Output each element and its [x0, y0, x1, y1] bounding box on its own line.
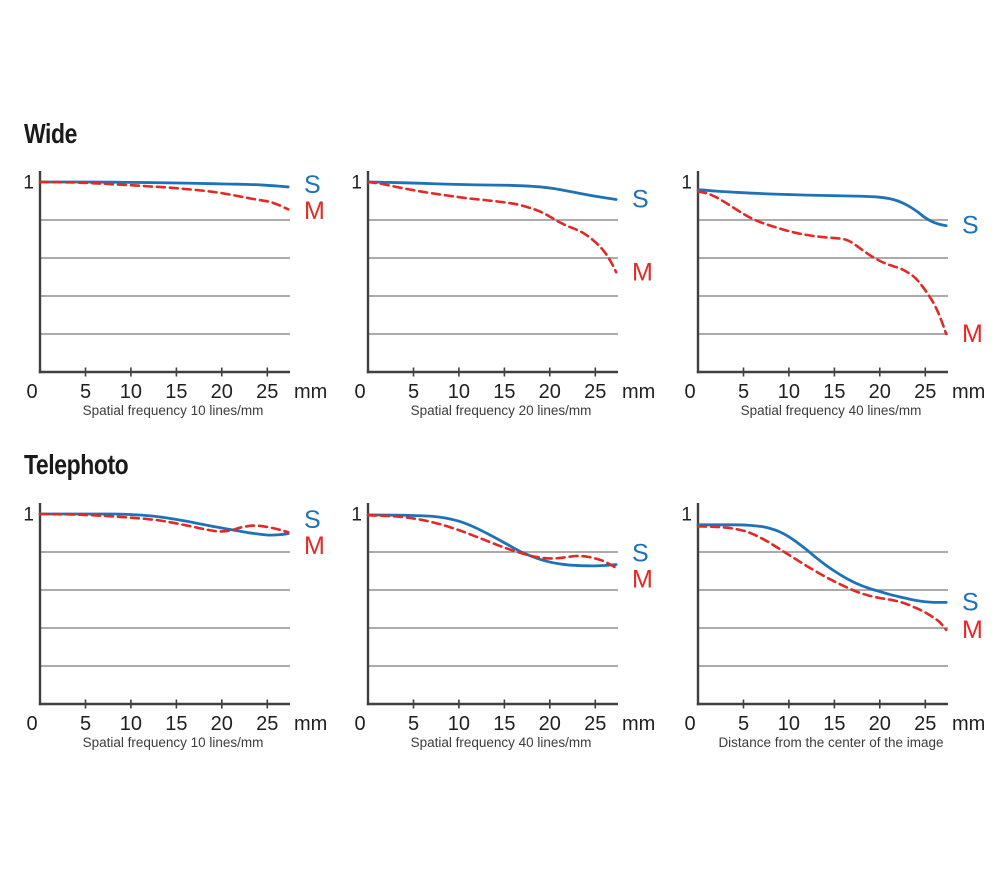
x-tick-label-5: 5: [738, 713, 749, 735]
series-m-curve: [366, 514, 618, 570]
x-tick-label-25: 25: [584, 381, 606, 403]
series-m-curve: [366, 180, 618, 274]
x-tick-label-25: 25: [914, 713, 936, 735]
x-tick-label-0: 0: [26, 381, 37, 403]
series-m-curve: [696, 190, 948, 336]
series-m-curve: [38, 512, 290, 534]
x-tick-label-15: 15: [165, 713, 187, 735]
chart-caption: Spatial frequency 10 lines/mm: [83, 403, 264, 418]
x-tick-label-10: 10: [120, 713, 142, 735]
chart-caption: Spatial frequency 20 lines/mm: [411, 403, 592, 418]
chart-caption: Spatial frequency 40 lines/mm: [411, 735, 592, 750]
chart-caption: Spatial frequency 10 lines/mm: [83, 735, 264, 750]
series-label-m: M: [962, 616, 983, 644]
x-tick-label-15: 15: [823, 713, 845, 735]
x-tick-label-5: 5: [738, 381, 749, 403]
x-tick-label-0: 0: [354, 713, 365, 735]
x-tick-label-15: 15: [493, 381, 515, 403]
x-tick-label-10: 10: [778, 381, 800, 403]
section-title-wide: Wide: [24, 118, 78, 149]
series-label-s: S: [304, 506, 321, 534]
x-tick-label-20: 20: [869, 713, 891, 735]
x-unit-label: mm: [622, 381, 655, 403]
series-label-s: S: [632, 539, 649, 567]
x-tick-label-15: 15: [823, 381, 845, 403]
x-tick-label-25: 25: [914, 381, 936, 403]
series-s-curve: [696, 188, 948, 228]
y-axis-label-1: 1: [681, 173, 692, 194]
y-axis-label-1: 1: [23, 505, 34, 526]
x-unit-label: mm: [294, 381, 327, 403]
y-axis-label-1: 1: [351, 173, 362, 194]
x-tick-label-15: 15: [165, 381, 187, 403]
chart-wide-40-lines: 0 5 10 15 20 25 mm 1 Spatial frequency 40 lines/…: [681, 171, 985, 418]
chart-tele-10-lines: 0 5 10 15 20 25 mm 1 Spatial frequency 10 lines/…: [23, 503, 327, 750]
series-s-curve: [696, 523, 948, 604]
x-tick-label-0: 0: [354, 381, 365, 403]
x-tick-label-25: 25: [256, 713, 278, 735]
x-tick-label-10: 10: [120, 381, 142, 403]
x-tick-label-5: 5: [80, 381, 91, 403]
x-tick-label-5: 5: [408, 381, 419, 403]
chart-tele-40-lines: 0 5 10 15 20 25 mm 1 Spatial frequency 40 lines/…: [351, 503, 655, 750]
x-tick-label-20: 20: [211, 381, 233, 403]
series-label-m: M: [304, 532, 325, 560]
series-label-m: M: [304, 197, 325, 225]
section-title-telephoto: Telephoto: [24, 449, 129, 480]
x-tick-label-25: 25: [584, 713, 606, 735]
x-tick-label-10: 10: [448, 713, 470, 735]
y-axis-label-1: 1: [681, 505, 692, 526]
x-tick-label-20: 20: [539, 381, 561, 403]
series-label-s: S: [632, 186, 649, 214]
x-unit-label: mm: [622, 713, 655, 735]
chart-wide-20-lines: 0 5 10 15 20 25 mm 1 Spatial frequency 20 lines/…: [351, 171, 655, 418]
chart-tele-distance: 0 5 10 15 20 25 mm 1 Distance from the center of…: [681, 503, 985, 750]
x-tick-label-5: 5: [80, 713, 91, 735]
x-tick-label-0: 0: [684, 713, 695, 735]
series-label-s: S: [304, 171, 321, 199]
x-tick-label-20: 20: [869, 381, 891, 403]
chart-caption: Spatial frequency 40 lines/mm: [741, 403, 922, 418]
x-tick-label-5: 5: [408, 713, 419, 735]
x-tick-label-10: 10: [448, 381, 470, 403]
series-label-s: S: [962, 212, 979, 240]
y-axis-label-1: 1: [23, 173, 34, 194]
chart-caption: Distance from the center of the image: [718, 735, 943, 750]
series-s-curve: [38, 180, 290, 189]
series-label-m: M: [632, 565, 653, 593]
series-m-curve: [696, 525, 948, 632]
x-tick-label-20: 20: [539, 713, 561, 735]
x-tick-label-15: 15: [493, 713, 515, 735]
series-label-m: M: [632, 258, 653, 286]
x-unit-label: mm: [952, 713, 985, 735]
series-s-curve: [38, 512, 290, 537]
series-m-curve: [38, 180, 290, 211]
series-label-s: S: [962, 588, 979, 616]
series-label-m: M: [962, 320, 983, 348]
x-tick-label-10: 10: [778, 713, 800, 735]
x-unit-label: mm: [294, 713, 327, 735]
series-s-curve: [366, 180, 618, 201]
x-tick-label-20: 20: [211, 713, 233, 735]
x-tick-label-0: 0: [26, 713, 37, 735]
x-unit-label: mm: [952, 381, 985, 403]
x-tick-label-25: 25: [256, 381, 278, 403]
chart-wide-10-lines: 0 5 10 15 20 25 mm 1 Spatial frequency 10 lines/…: [23, 171, 327, 418]
y-axis-label-1: 1: [351, 505, 362, 526]
x-tick-label-0: 0: [684, 381, 695, 403]
series-s-curve: [366, 513, 618, 568]
